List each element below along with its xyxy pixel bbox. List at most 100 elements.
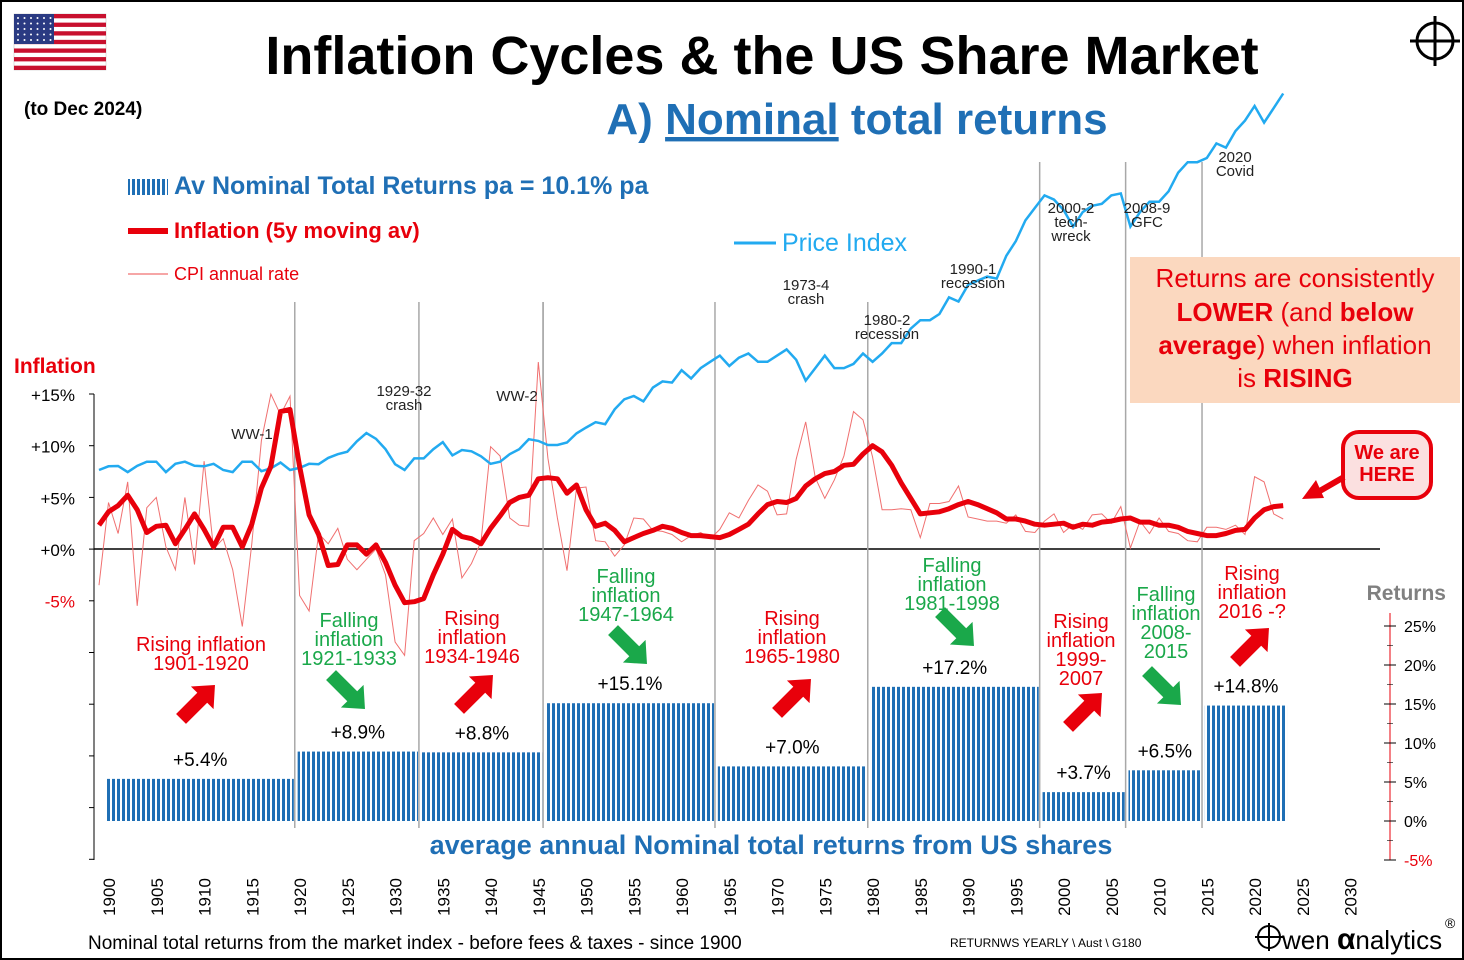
flag-star bbox=[36, 33, 39, 36]
brand-registered: ® bbox=[1445, 915, 1456, 931]
period-label: Falling bbox=[1137, 584, 1196, 606]
event-label: WW-1 bbox=[231, 426, 272, 443]
falling-arrow-icon bbox=[1142, 666, 1181, 705]
period-label: Rising bbox=[1053, 611, 1109, 633]
flag-stripe bbox=[14, 14, 106, 19]
return-bar-label: +15.1% bbox=[597, 674, 662, 695]
flag-star bbox=[49, 33, 52, 36]
arrow-shape bbox=[1142, 666, 1181, 705]
flag-star bbox=[23, 39, 26, 41]
period-label: 1981-1998 bbox=[904, 593, 1000, 615]
flag-star bbox=[17, 28, 19, 30]
callout-line-3: average) when inflation bbox=[1158, 330, 1431, 360]
period-annotations: Rising inflation1901-1920Fallinginflatio… bbox=[136, 555, 1286, 732]
event-label: recession bbox=[941, 275, 1005, 292]
event-label: crash bbox=[788, 291, 825, 308]
price-index-series bbox=[98, 92, 1285, 474]
price-index-line bbox=[98, 92, 1285, 474]
event-label: crash bbox=[386, 397, 423, 414]
flag-star bbox=[36, 17, 39, 19]
inflation-line bbox=[96, 407, 1284, 606]
period-label: Falling bbox=[923, 555, 982, 577]
callout-line-1: Returns are consistently bbox=[1156, 263, 1435, 293]
flag-star bbox=[30, 22, 32, 25]
x-tick-label: 1905 bbox=[148, 878, 167, 916]
x-tick-label: 1910 bbox=[196, 878, 215, 916]
event-label: tech- bbox=[1054, 214, 1087, 231]
footer-code: RETURNWS YEARLY \ Aust \ G180 bbox=[950, 936, 1142, 950]
return-bar-label: +7.0% bbox=[765, 737, 820, 758]
legend-returns-swatch bbox=[128, 179, 168, 195]
x-tick-label: 2005 bbox=[1103, 878, 1122, 916]
x-tick-label: 1965 bbox=[721, 878, 740, 916]
period-label: inflation bbox=[1132, 603, 1201, 625]
period-label: Rising bbox=[764, 608, 820, 630]
left-axis-title: Inflation bbox=[14, 355, 96, 378]
returns-tick-label: 5% bbox=[1404, 775, 1427, 792]
callout-line-4: is RISING bbox=[1237, 363, 1353, 393]
period-label: inflation bbox=[758, 627, 827, 649]
flag-star bbox=[49, 17, 52, 19]
returns-tick-label: 10% bbox=[1404, 736, 1436, 753]
here-label-2: HERE bbox=[1359, 464, 1415, 486]
date-note: (to Dec 2024) bbox=[24, 99, 142, 120]
x-tick-label: 1955 bbox=[625, 878, 644, 916]
x-tick-label: 1935 bbox=[434, 878, 453, 916]
flag-star bbox=[30, 39, 32, 41]
return-bar-label: +6.5% bbox=[1138, 741, 1193, 762]
x-tick-label: 1920 bbox=[291, 878, 310, 916]
x-tick-label: 2000 bbox=[1055, 878, 1074, 916]
x-tick-label: 2015 bbox=[1198, 878, 1217, 916]
subtitle: A) Nominal total returns bbox=[606, 95, 1107, 144]
flag-star bbox=[23, 28, 26, 30]
return-bar-label: +14.8% bbox=[1213, 677, 1278, 698]
flag-stripe bbox=[14, 48, 106, 53]
event-label: WW-2 bbox=[496, 388, 537, 405]
event-label: 2008-9 bbox=[1124, 200, 1171, 217]
x-tick-label: 2025 bbox=[1294, 878, 1313, 916]
x-tick-label: 1930 bbox=[387, 878, 406, 916]
x-tick-label: 1940 bbox=[482, 878, 501, 916]
return-bars: +5.4% +8.9% +8.8% +15.1% +7.0% +17.2% +3.7% +6.… bbox=[106, 658, 1288, 821]
legend-inflation-label: Inflation (5y moving av) bbox=[174, 218, 420, 243]
x-tick-label: 1985 bbox=[912, 878, 931, 916]
x-tick-label: 1980 bbox=[864, 878, 883, 916]
falling-arrow-icon bbox=[935, 607, 974, 646]
arrow-shape bbox=[608, 625, 647, 664]
arrow-shape bbox=[176, 685, 215, 724]
x-tick-label: 2030 bbox=[1342, 878, 1361, 916]
returns-tick-label: 25% bbox=[1404, 619, 1436, 636]
we-are-here-badge: We are HERE bbox=[1341, 430, 1433, 500]
arrow-shape bbox=[1063, 693, 1102, 732]
x-tick-label: 1945 bbox=[530, 878, 549, 916]
period-label: Falling bbox=[320, 610, 379, 632]
flag-star bbox=[23, 22, 26, 25]
event-label: 1973-4 bbox=[783, 277, 830, 294]
flag-star bbox=[30, 33, 32, 36]
event-label: 1929-32 bbox=[376, 383, 431, 400]
flag-star bbox=[43, 33, 45, 36]
return-bar bbox=[717, 766, 867, 821]
return-bar bbox=[106, 778, 294, 821]
brand-name: wen αnalytics bbox=[1281, 923, 1442, 956]
flag-star bbox=[36, 39, 39, 41]
flag-star bbox=[49, 39, 52, 41]
flag-star bbox=[17, 39, 19, 41]
flag-star bbox=[23, 17, 26, 19]
x-tick-label: 2020 bbox=[1246, 878, 1265, 916]
event-label: 2000-2 bbox=[1048, 200, 1095, 217]
period-divider-lines bbox=[294, 162, 1203, 828]
axes: +15% +10% +5% +0% -5% 25% 20% 15% 10% 5% 0% -5% bbox=[31, 386, 1436, 870]
flag-stripe bbox=[14, 22, 106, 27]
crosshair-logo-icon bbox=[1410, 16, 1460, 66]
period-label: 1934-1946 bbox=[424, 646, 520, 668]
flag-star bbox=[43, 39, 45, 41]
chart-title: Inflation Cycles & the US Share Market bbox=[265, 26, 1258, 86]
event-annotations: WW-11929-32crashWW-21973-4crash1980-2rec… bbox=[231, 149, 1254, 443]
brand-o-icon bbox=[1255, 923, 1283, 951]
event-label: recession bbox=[855, 326, 919, 343]
inflation-tick-label: +0% bbox=[41, 541, 76, 560]
return-bar bbox=[421, 752, 543, 821]
period-label: 1999- bbox=[1055, 649, 1106, 671]
